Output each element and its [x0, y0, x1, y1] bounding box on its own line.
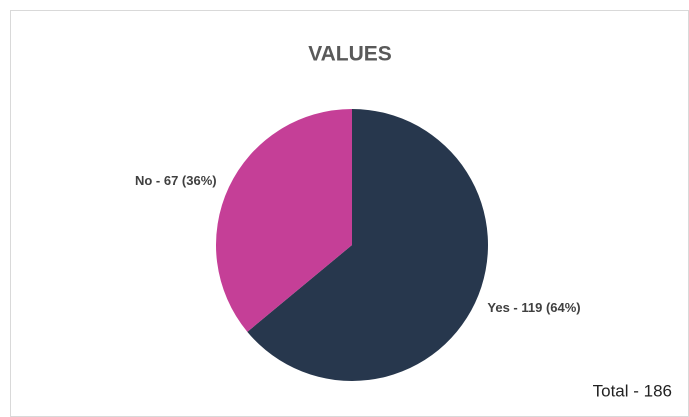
pie-slice — [215, 108, 352, 332]
pie-slice — [247, 109, 488, 381]
data-label: Yes - 119 (64%) — [487, 300, 580, 315]
data-label: No - 67 (36%) — [135, 173, 217, 188]
total-annotation: Total - 186 — [593, 381, 672, 400]
chart-title: VALUES — [308, 43, 392, 66]
